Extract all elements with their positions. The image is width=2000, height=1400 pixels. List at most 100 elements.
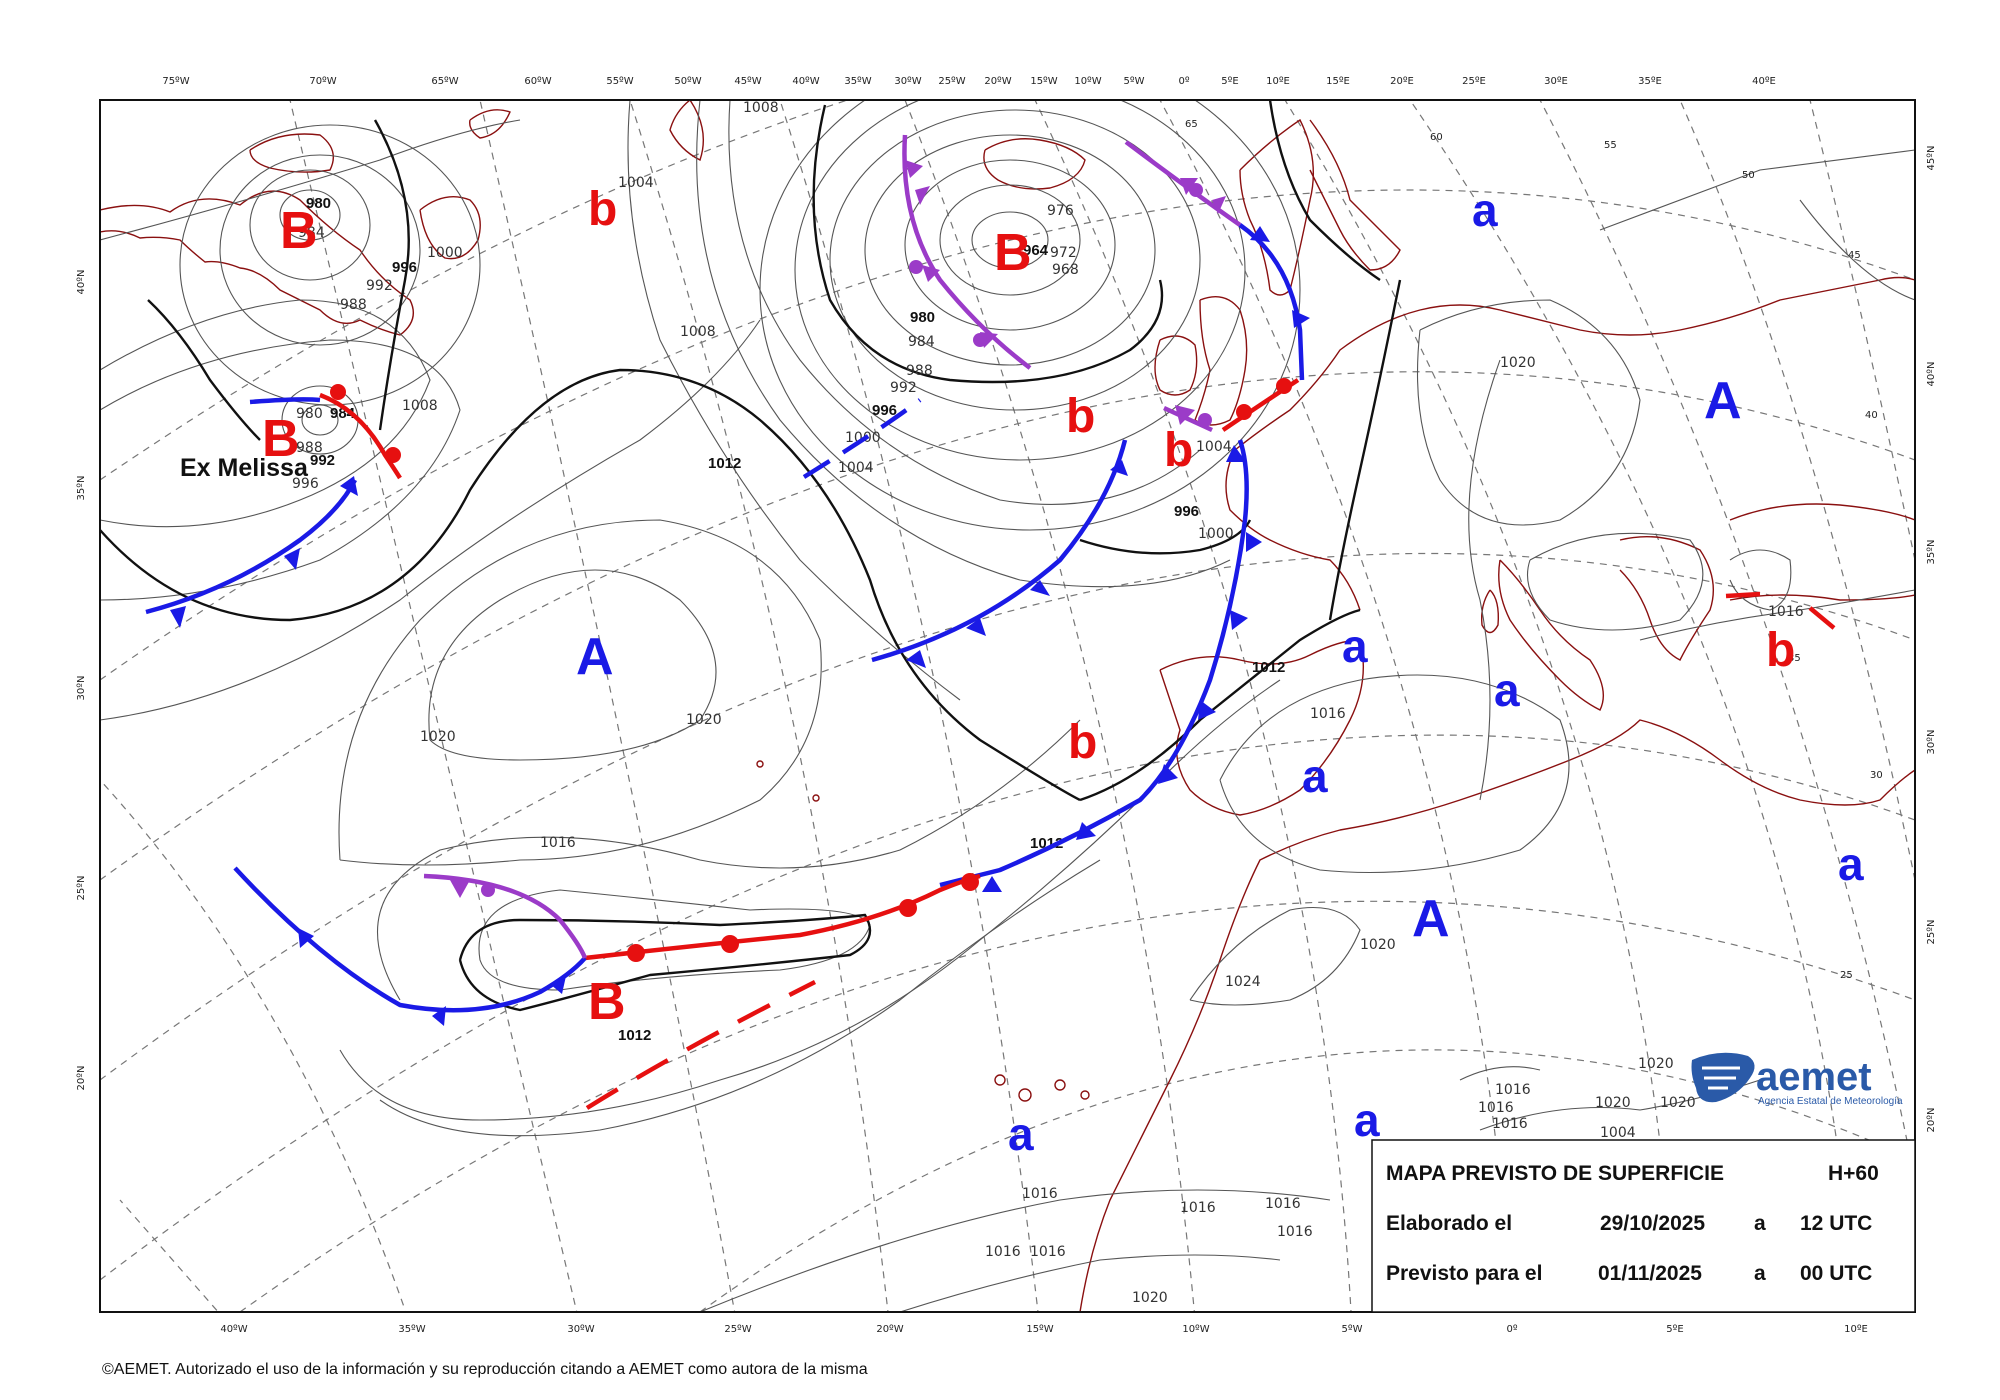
isobar-label: 1020 — [420, 729, 456, 745]
isobar-label: 996 — [872, 402, 897, 419]
isobar-label: 964 — [1023, 242, 1049, 259]
isobar-label: 992 — [310, 452, 335, 469]
isobar-label: 968 — [1052, 262, 1079, 278]
cold-front-teeth — [1250, 226, 1310, 328]
isobar-label: 1016 — [1495, 1082, 1531, 1098]
low-pressure-symbol: B — [262, 410, 300, 468]
isobar-label: 1004 — [618, 175, 654, 191]
grid-value-label: 60 — [1430, 132, 1443, 143]
coastlines — [100, 100, 1915, 1312]
isobar-label: 1012 — [618, 1027, 651, 1044]
isobar-label: 1016 — [985, 1244, 1021, 1260]
relative-high-symbol: a — [1494, 664, 1520, 716]
top-lon-label: 20ºW — [984, 76, 1011, 87]
relative-low-symbol: b — [1766, 624, 1795, 677]
top-lon-label: 30ºE — [1544, 76, 1568, 87]
bottom-lon-label: 5ºW — [1342, 1324, 1363, 1335]
bottom-lon-label: 20ºW — [876, 1324, 903, 1335]
occluded-front-symbols — [1175, 405, 1195, 425]
top-lon-label: 70ºW — [309, 76, 336, 87]
grid-value-label: 30 — [1870, 770, 1883, 781]
trough-line — [1725, 591, 1761, 599]
warm-front-bump — [721, 935, 739, 953]
bottom-lon-label: 5ºE — [1666, 1324, 1683, 1335]
isobar-label: 1020 — [1500, 355, 1536, 371]
trough-line — [1808, 606, 1836, 630]
grid-value-label: 25 — [1840, 970, 1853, 981]
relative-high-symbol: a — [1342, 620, 1368, 672]
valid-time: 00 UTC — [1800, 1262, 1872, 1285]
grid-value-label: 50 — [1742, 170, 1755, 181]
right-lat-label: 35ºN — [1926, 540, 1937, 565]
occluded-front-bump — [909, 260, 923, 274]
warm-front-bump — [961, 873, 979, 891]
cold-front — [249, 397, 321, 405]
right-lat-label: 30ºN — [1926, 730, 1937, 755]
top-longitude-labels: 75ºW 70ºW 65ºW 60ºW 55ºW 50ºW 45ºW 40ºW … — [162, 76, 1776, 87]
top-lon-label: 25ºE — [1462, 76, 1486, 87]
top-lon-label: 75ºW — [162, 76, 189, 87]
isobar-label: 1020 — [1360, 937, 1396, 953]
aemet-logo-text: aemet — [1756, 1055, 1872, 1099]
pressure-systems: B B B B b b b b b A A A a a a a a a a — [262, 183, 1864, 1160]
relative-high-symbol: a — [1302, 750, 1328, 802]
occluded-front-bump — [481, 883, 495, 897]
issued-label: Elaborado el — [1386, 1212, 1512, 1235]
map-title: MAPA PREVISTO DE SUPERFICIE — [1386, 1162, 1724, 1185]
isobar-label: 1008 — [402, 398, 438, 414]
isobar-label: 1020 — [1638, 1056, 1674, 1072]
top-lon-label: 60ºW — [524, 76, 551, 87]
relative-high-symbol: a — [1472, 184, 1498, 236]
grid-value-label: 40 — [1865, 410, 1878, 421]
isobar-label: 1008 — [743, 100, 779, 116]
isobar-label: 980 — [306, 195, 331, 212]
occluded-front — [902, 134, 1032, 370]
bottom-lon-label: 25ºW — [724, 1324, 751, 1335]
top-lon-label: 35ºW — [844, 76, 871, 87]
isobar-label: 1004 — [838, 460, 874, 476]
issued-date: 29/10/2025 — [1600, 1212, 1705, 1235]
isobar-label: 1020 — [1132, 1290, 1168, 1306]
map-frame — [99, 99, 1916, 1313]
top-lon-label: 30ºW — [894, 76, 921, 87]
bottom-lon-label: 0º — [1506, 1324, 1517, 1335]
isobar-label: 1020 — [1595, 1095, 1631, 1111]
occluded-front-symbols — [450, 880, 470, 898]
relative-high-symbol: a — [1838, 838, 1864, 890]
aemet-logo: aemet Agencia Estatal de Meteorología — [1691, 1052, 1903, 1107]
right-lat-label: 20ºN — [1926, 1108, 1937, 1133]
isobar-label: 1012 — [708, 455, 741, 472]
top-lon-label: 0º — [1178, 76, 1189, 87]
bottom-lon-label: 40ºW — [220, 1324, 247, 1335]
warm-front-bump — [899, 899, 917, 917]
top-lon-label: 40ºW — [792, 76, 819, 87]
right-lat-label: 45ºN — [1926, 146, 1937, 171]
grid-value-label: 65 — [1185, 119, 1198, 130]
top-lon-label: 45ºW — [734, 76, 761, 87]
left-lat-label: 20ºN — [76, 1066, 87, 1091]
isobar-label: 992 — [890, 380, 917, 396]
top-lon-label: 40ºE — [1752, 76, 1776, 87]
cold-front — [871, 439, 1128, 663]
issued-time: 12 UTC — [1800, 1212, 1872, 1235]
left-lat-label: 25ºN — [76, 876, 87, 901]
bottom-lon-label: 15ºW — [1026, 1324, 1053, 1335]
top-lon-label: 25ºW — [938, 76, 965, 87]
high-pressure-symbol: A — [1412, 890, 1450, 948]
isobar-label: 988 — [906, 363, 933, 379]
isobar-label: 1020 — [1660, 1095, 1696, 1111]
isobar-label: 996 — [292, 476, 319, 492]
isobar-label: 980 — [296, 406, 323, 422]
occluded-front-bump — [1198, 413, 1212, 427]
warm-front-bump — [330, 384, 346, 400]
relative-low-symbol: b — [1068, 716, 1097, 769]
warm-front-bump — [385, 447, 401, 463]
relative-low-symbol: b — [1066, 390, 1095, 443]
inner-grid-labels: 55 50 45 40 35 30 25 65 60 — [1185, 119, 1883, 981]
isobar-label: 1020 — [686, 712, 722, 728]
bottom-lon-label: 35ºW — [398, 1324, 425, 1335]
top-lon-label: 10ºE — [1266, 76, 1290, 87]
warm-front — [584, 873, 981, 961]
occluded-front — [1163, 405, 1213, 433]
isobar-label: 996 — [392, 259, 417, 276]
